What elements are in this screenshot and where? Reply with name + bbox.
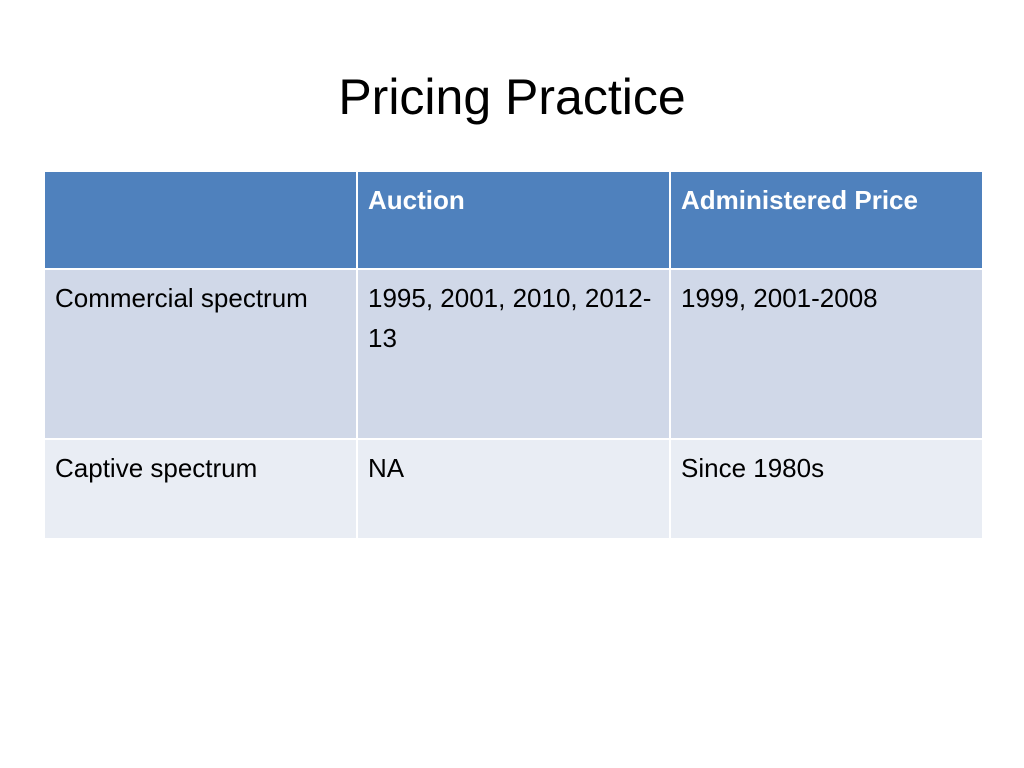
header-cell-administered-price: Administered Price — [669, 170, 984, 270]
table-header-row: Auction Administered Price — [43, 170, 984, 270]
cell-commercial-auction: 1995, 2001, 2010, 2012-13 — [356, 268, 671, 440]
cell-captive-auction: NA — [356, 438, 671, 540]
table-row: Commercial spectrum 1995, 2001, 2010, 20… — [43, 268, 984, 440]
header-cell-empty — [43, 170, 358, 270]
cell-captive-administered-price: Since 1980s — [669, 438, 984, 540]
header-cell-auction: Auction — [356, 170, 671, 270]
cell-commercial-administered-price: 1999, 2001-2008 — [669, 268, 984, 440]
pricing-table: Auction Administered Price Commercial sp… — [43, 170, 984, 540]
slide-title: Pricing Practice — [338, 69, 686, 125]
table-row: Captive spectrum NA Since 1980s — [43, 438, 984, 540]
row-label-commercial-spectrum: Commercial spectrum — [43, 268, 358, 440]
row-label-captive-spectrum: Captive spectrum — [43, 438, 358, 540]
